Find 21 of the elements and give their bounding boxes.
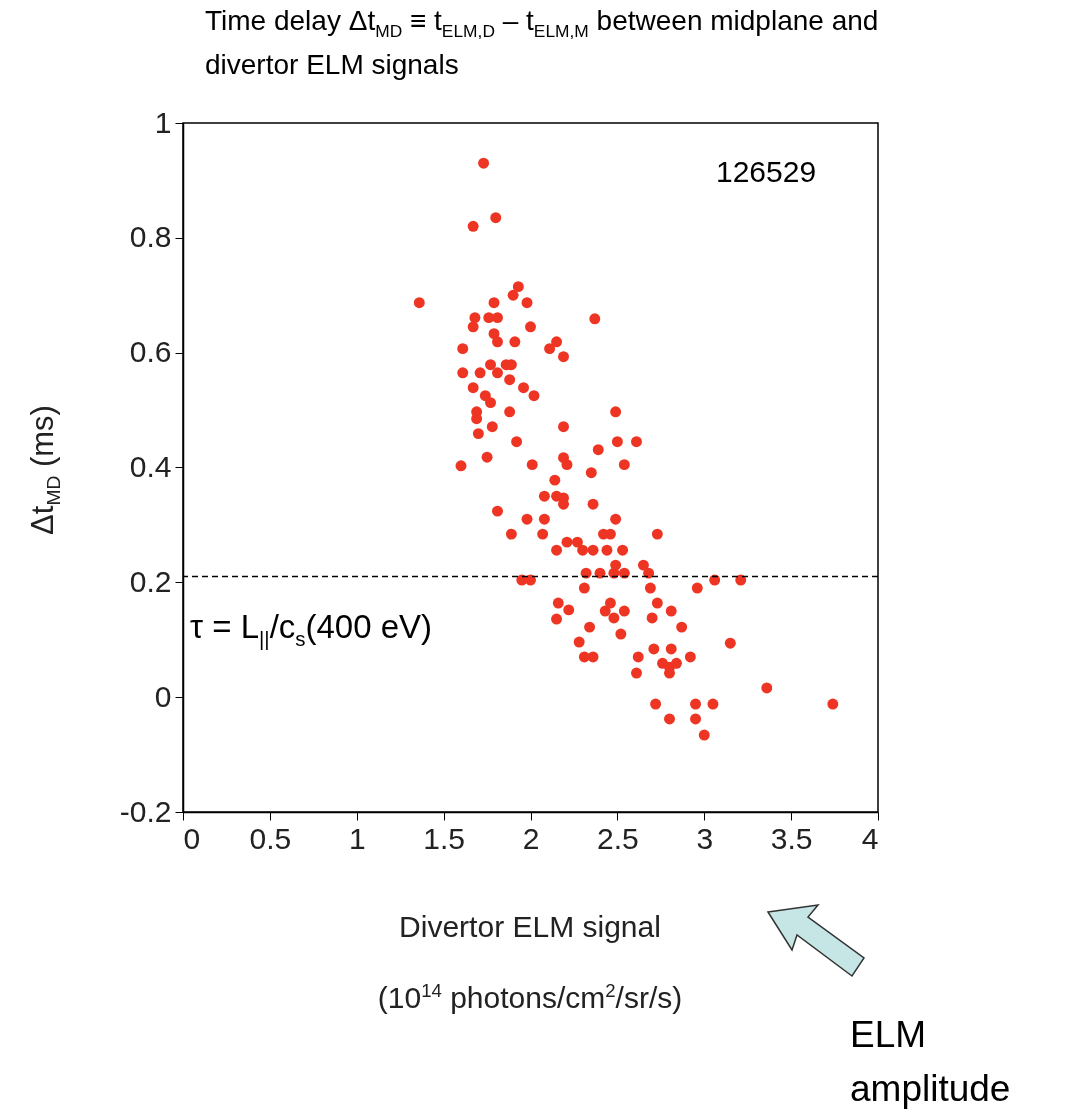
- x-tick-label: 3.5: [770, 821, 813, 855]
- y-tick-label: 0.6: [129, 335, 172, 369]
- annotation: 126529: [716, 155, 817, 189]
- y-tick-label: 1: [154, 105, 172, 139]
- y-tick-label: -0.2: [119, 794, 172, 828]
- y-tick-label: 0.2: [129, 564, 172, 598]
- chart-title: Time delay Δt$_{MD}$ ≡ t$_{ELM,D}$ – t$_{ELM,M}$ between midplane and divertor ELM signals: [205, 5, 879, 80]
- x-tick-label: 4: [861, 821, 879, 855]
- ref-line-label: τ = L$_{||}$/c$_{s}$(400 eV): [190, 606, 433, 652]
- y-tick-label: 0.4: [129, 450, 172, 483]
- x-tick-label: 1.5: [423, 821, 465, 855]
- x-tick-label: 1: [348, 821, 366, 855]
- x-tick-label: 2.5: [597, 821, 639, 855]
- y-tick-label: 0.8: [129, 220, 172, 254]
- x-tick-label: 0: [183, 821, 201, 855]
- y-tick-label: 0: [154, 679, 172, 713]
- x-tick-label: 0.5: [249, 821, 292, 855]
- text: ELM amplitude: [850, 1013, 1012, 1111]
- x-tick-label: 2: [522, 821, 540, 855]
- x-tick-label: 3: [696, 821, 714, 855]
- text: Divertor ELM signal (10$^{14}$ photons/cm$^{2}$/sr/s): [377, 910, 683, 1014]
